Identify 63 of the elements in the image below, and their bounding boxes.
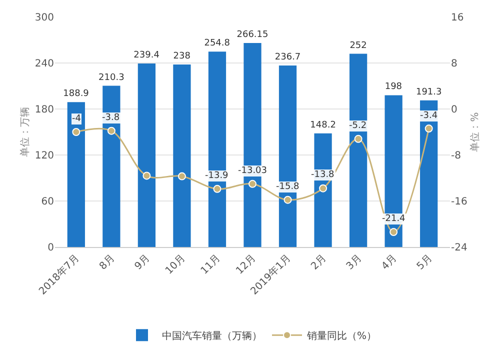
- x-tick-label: 4月: [380, 252, 400, 272]
- data-label: 198: [384, 82, 402, 92]
- bar: [67, 102, 85, 247]
- data-label: -13.9: [205, 171, 229, 181]
- bar: [420, 100, 438, 247]
- data-label: 236.7: [274, 52, 301, 63]
- point: [213, 184, 222, 193]
- point: [107, 126, 116, 135]
- y-tick-label: 60: [41, 196, 54, 208]
- point: [354, 134, 362, 143]
- bar: [349, 54, 368, 247]
- legend-label: 销量同比（%）: [306, 330, 377, 342]
- x-tick-label: 9月: [133, 252, 152, 272]
- data-label: 191.3: [416, 87, 442, 98]
- x-tick-label: 8月: [98, 252, 118, 272]
- data-label: -5.2: [349, 121, 367, 131]
- x-tick-label: 11月: [199, 252, 223, 277]
- y2-tick-label: -8: [451, 150, 461, 162]
- data-label: -4: [72, 114, 82, 124]
- data-label: 188.9: [63, 89, 90, 100]
- y-axis-title: 单位：万辆: [18, 107, 31, 157]
- x-tick-label: 2月: [309, 252, 329, 272]
- point: [319, 184, 328, 192]
- x-tick-label: 10月: [164, 252, 188, 277]
- point: [390, 228, 398, 236]
- data-label: 254.8: [204, 38, 230, 49]
- bar: [102, 86, 120, 247]
- bar: [173, 64, 191, 247]
- y-tick-label: 180: [34, 104, 54, 116]
- data-label: -3.8: [102, 113, 120, 123]
- data-label: 266.15: [236, 30, 268, 40]
- y-tick-label: 300: [34, 12, 54, 24]
- bar: [278, 66, 297, 247]
- y2-tick-label: -16: [451, 196, 468, 208]
- y2-tick-label: 16: [451, 12, 464, 24]
- point: [424, 124, 433, 133]
- y2-axis-title: 单位：%: [468, 112, 481, 152]
- y-tick-label: 0: [48, 242, 54, 254]
- data-label: 148.2: [310, 120, 336, 130]
- y2-tick-label: -24: [451, 242, 468, 254]
- data-label: 252: [350, 40, 367, 51]
- bar: [138, 63, 156, 247]
- point: [284, 196, 292, 204]
- point: [142, 172, 151, 180]
- data-label: 239.4: [134, 50, 160, 60]
- data-label: -13.03: [238, 166, 268, 176]
- point: [248, 180, 256, 188]
- x-tick-label: 3月: [344, 252, 364, 272]
- y-tick-label: 240: [34, 58, 54, 70]
- data-label: -3.4: [420, 111, 438, 121]
- y2-tick-label: 8: [451, 58, 458, 70]
- legend-label: 中国汽车销量（万辆）: [162, 330, 262, 342]
- x-tick-label: 12月: [234, 252, 258, 277]
- data-label: -15.8: [276, 182, 300, 192]
- data-label: 238: [173, 52, 191, 62]
- point: [72, 128, 80, 136]
- y2-tick-label: 0: [451, 104, 458, 116]
- data-label: -13.8: [311, 170, 335, 180]
- point: [178, 172, 186, 180]
- x-tick-label: 5月: [415, 252, 434, 272]
- data-label: -21.4: [382, 214, 406, 224]
- data-label: 210.3: [98, 72, 124, 83]
- y-tick-label: 120: [34, 150, 54, 162]
